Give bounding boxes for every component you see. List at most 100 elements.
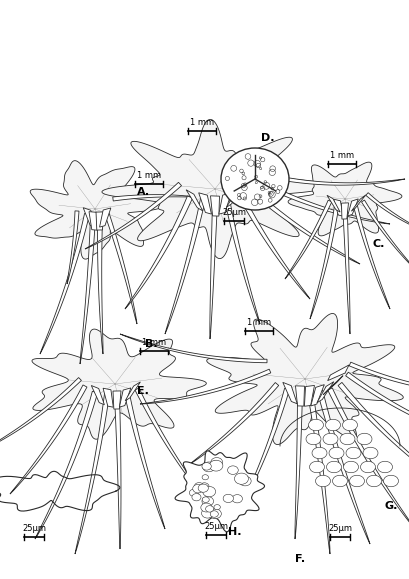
Text: 1 mm: 1 mm [137,171,161,180]
Polygon shape [103,388,113,407]
Polygon shape [333,199,342,216]
Ellipse shape [305,433,320,445]
Polygon shape [226,186,243,207]
Ellipse shape [202,486,215,497]
Polygon shape [80,217,95,364]
Ellipse shape [210,511,218,517]
Ellipse shape [222,494,233,503]
Text: 25μm: 25μm [22,524,46,533]
Polygon shape [218,193,231,214]
Polygon shape [304,386,314,406]
Text: E.: E. [137,386,148,396]
Polygon shape [309,204,338,319]
Ellipse shape [201,508,213,518]
Polygon shape [30,160,164,259]
Polygon shape [316,382,333,403]
Polygon shape [32,329,206,439]
Ellipse shape [192,485,203,493]
Polygon shape [124,394,164,529]
Polygon shape [40,214,89,354]
Ellipse shape [238,476,251,486]
Polygon shape [306,391,329,554]
Polygon shape [239,389,289,509]
Ellipse shape [325,419,339,431]
Ellipse shape [356,433,371,445]
Polygon shape [83,208,95,227]
Polygon shape [67,211,79,284]
Polygon shape [164,199,205,334]
Ellipse shape [360,461,375,472]
Ellipse shape [210,461,219,468]
Polygon shape [0,378,81,449]
Ellipse shape [322,433,337,445]
Polygon shape [288,162,401,236]
Ellipse shape [202,497,213,506]
Ellipse shape [231,494,242,503]
Polygon shape [112,195,195,201]
Polygon shape [120,334,266,363]
Ellipse shape [309,461,324,472]
Ellipse shape [205,505,213,512]
Polygon shape [317,390,369,544]
Text: 25μm: 25μm [204,522,227,531]
Ellipse shape [220,148,288,210]
Polygon shape [175,451,264,532]
Ellipse shape [209,509,221,519]
Ellipse shape [377,461,391,472]
Text: A.: A. [137,187,150,197]
Polygon shape [102,119,327,259]
Polygon shape [337,382,409,494]
Polygon shape [119,388,130,407]
Ellipse shape [189,489,198,496]
Polygon shape [295,386,304,406]
Ellipse shape [332,475,347,487]
Text: D.: D. [261,133,274,143]
Polygon shape [89,212,97,230]
Polygon shape [345,372,409,449]
Ellipse shape [202,462,214,472]
Ellipse shape [209,460,222,471]
Polygon shape [10,385,87,494]
Ellipse shape [199,483,209,490]
Ellipse shape [202,497,209,503]
Ellipse shape [348,475,364,487]
Ellipse shape [315,475,330,487]
Polygon shape [125,382,140,401]
Ellipse shape [342,419,357,431]
Text: H.: H. [227,527,241,537]
Text: 1 mm: 1 mm [189,118,213,127]
Text: G.: G. [384,501,398,511]
Polygon shape [248,187,359,264]
Polygon shape [326,195,339,212]
Ellipse shape [202,463,211,470]
Polygon shape [342,207,349,334]
Polygon shape [189,383,278,464]
Text: C.: C. [372,239,384,249]
Ellipse shape [202,475,208,480]
Polygon shape [351,195,365,211]
Polygon shape [365,193,409,229]
Ellipse shape [362,447,377,459]
Text: 25μm: 25μm [221,208,245,217]
Polygon shape [97,217,103,354]
Polygon shape [209,201,217,339]
Polygon shape [341,203,348,219]
Ellipse shape [328,447,343,459]
Polygon shape [85,182,181,249]
Text: 25μm: 25μm [327,524,351,533]
Ellipse shape [339,433,354,445]
Text: 1 mm: 1 mm [142,338,166,347]
Polygon shape [99,208,110,227]
Polygon shape [327,388,409,529]
Text: 1 mm: 1 mm [246,318,270,327]
Text: 1 mm: 1 mm [329,151,353,160]
Polygon shape [198,193,211,214]
Polygon shape [105,213,137,324]
Polygon shape [75,394,109,554]
Ellipse shape [343,461,357,472]
Polygon shape [237,193,309,299]
Text: B.: B. [145,339,157,349]
Ellipse shape [198,484,208,492]
Ellipse shape [191,493,200,501]
Ellipse shape [366,475,380,487]
